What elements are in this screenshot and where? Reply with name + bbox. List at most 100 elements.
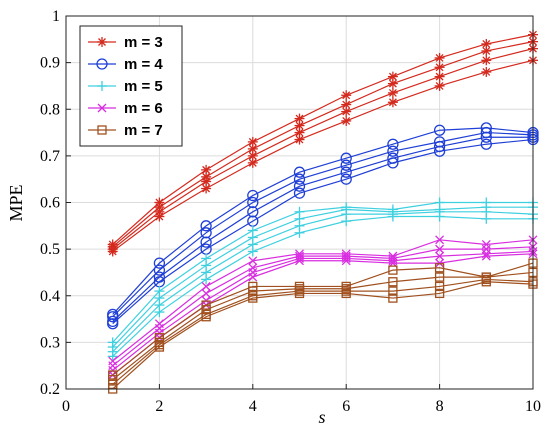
series-6: [108, 235, 538, 380]
data-point: [435, 235, 445, 245]
data-point: [434, 211, 445, 222]
data-point: [200, 227, 212, 239]
data-point: [340, 152, 352, 164]
y-tick-label: 0.3: [40, 334, 60, 351]
legend-entry: m = 6: [88, 100, 163, 117]
series-line: [112, 211, 534, 353]
y-tick-label: 0.8: [40, 101, 60, 118]
data-point: [201, 305, 211, 315]
data-point: [294, 134, 305, 145]
data-point: [201, 312, 211, 322]
data-point: [388, 265, 398, 275]
series-line: [112, 206, 533, 348]
y-tick-label: 0.9: [40, 55, 60, 72]
legend-marker: [97, 37, 107, 47]
y-tick-label: 0.7: [40, 148, 60, 165]
y-tick-label: 0.6: [40, 195, 60, 212]
x-tick-label: 2: [155, 398, 163, 415]
series-line: [112, 138, 534, 325]
data-point: [480, 131, 492, 143]
series-line: [112, 127, 534, 315]
series-line: [112, 136, 533, 322]
data-point: [247, 206, 259, 218]
tick-labels: 0 2 4 6 8 10 0.2 0.3 0.4 0.5 0.6 0.7 0.8 0.9 1: [40, 8, 541, 415]
data-point: [248, 281, 258, 292]
data-point: [248, 293, 258, 303]
series-line: [112, 246, 534, 367]
data-point: [201, 274, 212, 285]
data-point: [248, 286, 258, 296]
data-point: [247, 196, 259, 209]
series-line: [112, 250, 534, 371]
data-point: [434, 263, 445, 273]
series-7: [108, 258, 538, 394]
data-point: [434, 62, 445, 73]
y-tick-label: 0.4: [40, 288, 60, 305]
data-point: [293, 180, 306, 192]
series-line: [112, 131, 534, 318]
data-point: [387, 157, 399, 169]
data-point: [387, 211, 398, 222]
legend-label: m = 4: [124, 56, 163, 73]
series-line: [112, 201, 533, 343]
data-point: [293, 166, 306, 178]
data-point: [340, 159, 352, 171]
data-point: [154, 307, 165, 318]
data-point: [201, 281, 211, 291]
x-tick-label: 6: [342, 398, 350, 415]
data-point: [480, 138, 492, 150]
data-point: [107, 351, 118, 362]
data-point: [154, 211, 165, 222]
legend-marker: [97, 103, 107, 113]
data-point: [481, 55, 492, 66]
data-point: [481, 213, 492, 224]
data-point: [247, 189, 259, 202]
data-point: [247, 157, 258, 168]
data-point: [388, 286, 398, 296]
data-point: [153, 264, 166, 276]
data-point: [153, 257, 166, 269]
x-tick-label: 0: [62, 398, 70, 415]
data-point: [433, 145, 446, 157]
data-point: [388, 293, 398, 303]
data-point: [341, 256, 351, 266]
legend-entry: m = 3: [88, 34, 163, 51]
y-tick-label: 1: [52, 8, 60, 25]
data-point: [294, 227, 305, 238]
legend-entry: m = 4: [88, 56, 163, 73]
x-tick-label: 4: [249, 398, 257, 415]
series-line: [112, 239, 534, 362]
data-point: [481, 45, 492, 56]
data-point: [247, 246, 258, 257]
series-line: [112, 281, 534, 390]
data-point: [107, 246, 118, 257]
data-point: [200, 220, 212, 232]
data-point: [434, 80, 445, 91]
legend-marker: [97, 81, 107, 91]
data-point: [434, 71, 445, 82]
data-point: [435, 244, 445, 254]
data-point: [201, 288, 211, 298]
series-line: [112, 215, 533, 357]
data-point: [434, 288, 445, 299]
data-point: [201, 183, 212, 194]
series-3: [107, 29, 538, 257]
y-tick-label: 0.5: [40, 241, 60, 258]
legend-marker: [96, 58, 108, 70]
legend-entry: m = 5: [88, 78, 163, 95]
data-point: [434, 281, 445, 292]
series-line: [112, 278, 534, 385]
series-line: [112, 59, 534, 252]
legend-label: m = 7: [124, 122, 163, 139]
data-point: [295, 256, 304, 266]
data-point: [387, 145, 399, 157]
y-axis-label: MPE: [6, 184, 26, 221]
data-point: [433, 124, 446, 136]
data-point: [388, 277, 398, 287]
legend: m = 3 m = 4 m = 5 m = 6 m = 7: [79, 25, 183, 147]
data-point: [341, 90, 352, 101]
legend-marker: [97, 125, 107, 135]
data-point: [387, 138, 399, 150]
data-point: [248, 256, 258, 266]
